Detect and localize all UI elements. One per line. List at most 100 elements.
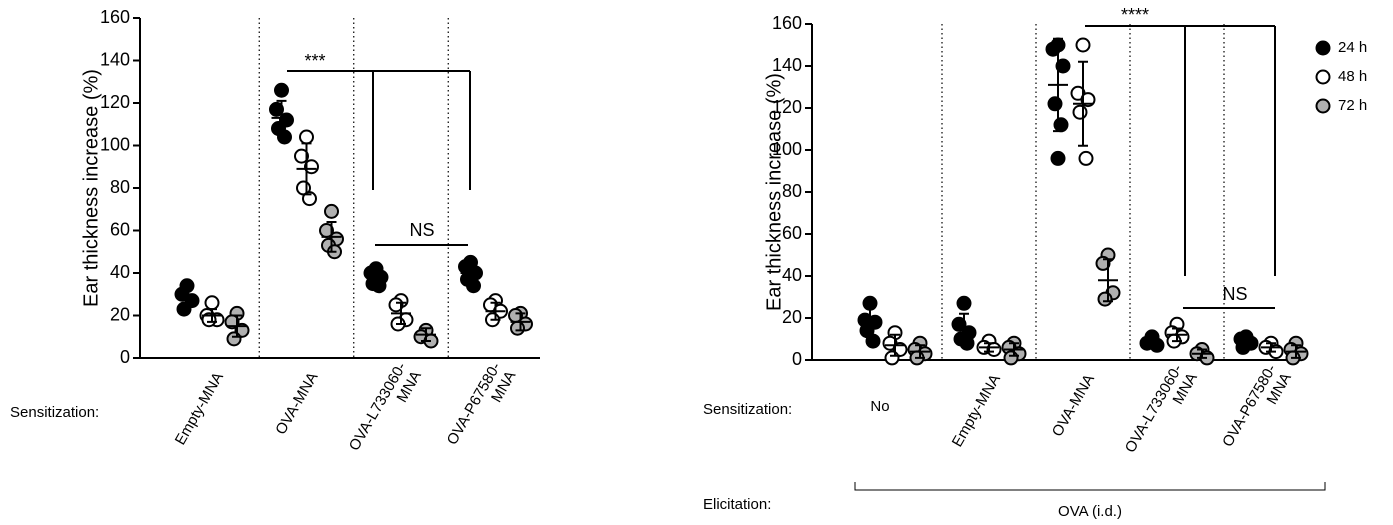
x-tick-label: OVA-L733060-MNA [346,359,425,462]
y-tick-label: 20 [110,304,130,324]
y-tick-label: 60 [110,219,130,239]
data-point [388,297,404,313]
data-point [294,148,309,164]
legend-label: 72 h [1338,97,1367,114]
y-tick-label: 80 [782,181,802,201]
error-bar [1266,342,1276,353]
error-bar [890,333,900,357]
data-point [956,295,972,311]
error-bar [232,314,242,338]
data-point [1078,150,1094,166]
error-bar [1197,348,1207,359]
error-bar [421,327,431,342]
legend-marker [1315,40,1331,56]
x-tick-label: OVA-L733060-MNA [1122,361,1201,464]
data-point [274,82,289,98]
data-point [884,350,900,366]
legend-marker [1315,69,1331,85]
legend-label: 48 h [1338,68,1367,85]
error-bar [1241,338,1251,349]
error-bar [207,308,217,323]
y-tick-label: 160 [100,7,130,27]
brackets [287,25,1326,491]
annotation: NS [1222,284,1247,304]
data-point [1075,37,1091,53]
data-point [1053,117,1069,133]
data-point [1003,350,1019,366]
error-bar [1103,258,1113,303]
data-point [277,129,292,145]
significance-bracket [1085,25,1276,276]
y-tick-label: 120 [772,97,802,117]
annotation: NS [409,220,434,240]
x-tick-label: Empty-MNA [172,369,227,448]
data-point [1050,150,1066,166]
error-bar [984,342,994,353]
legend-marker [1315,98,1331,114]
y-tick-label: 100 [772,139,802,159]
y-axis-label: Ear thickness increase (%) [763,73,785,311]
error-bar [1291,344,1301,359]
error-bar [1009,342,1019,357]
x-tick-label: OVA-P67580-MNA [444,359,520,456]
error-bar [915,344,925,359]
error-bar [1147,338,1157,349]
y-tick-label: 60 [782,223,802,243]
data-point [1045,41,1061,57]
annotation: *** [304,51,325,71]
data-point [304,159,319,175]
y-tick-label: 140 [100,49,130,69]
data-point [226,331,242,347]
error-bar [490,301,501,321]
y-tick-label: 0 [792,349,802,369]
y-tick-label: 0 [120,347,130,367]
error-bar [1172,327,1182,343]
data-point [204,295,220,311]
row-label: Sensitization: [10,404,99,421]
y-tick-label: 140 [772,55,802,75]
error-bar [371,269,381,285]
y-axis-label: Ear thickness increase (%) [80,69,102,307]
data-point [1055,58,1071,74]
y-tick-label: 40 [110,262,130,282]
data-point [269,101,284,117]
x-tick-label: No [870,398,889,415]
data-point [324,203,339,219]
error-bar [515,312,526,332]
annotation: **** [1121,5,1149,25]
x-tick-label: Empty-MNA [949,371,1004,450]
y-tick-label: 100 [100,134,130,154]
row-label: Sensitization: [703,401,792,418]
error-bar [865,306,875,338]
data-point [299,129,314,145]
error-bar [396,301,406,325]
elicitation-brace [854,482,1326,491]
x-tick-label: OVA-MNA [1049,371,1098,439]
significance-bracket [287,70,471,190]
data-point [1072,104,1088,120]
y-tick-label: 20 [782,307,802,327]
error-bar [959,312,969,345]
error-bar [1078,60,1088,147]
error-bar [465,263,476,283]
row-label: Elicitation: [703,496,771,513]
error-bar [276,99,287,136]
y-tick-label: 80 [110,177,130,197]
error-bar [301,142,312,196]
data-point [510,320,525,336]
y-tick-label: 40 [782,265,802,285]
error-bar [326,221,337,253]
error-bar [182,289,192,308]
x-tick-label: OVA-MNA [272,369,321,437]
legend-label: 24 h [1338,39,1367,56]
group-label: OVA (i.d.) [1058,503,1122,520]
data-point [1047,96,1063,112]
x-tick-label: OVA-P67580-MNA [1219,361,1295,458]
y-tick-label: 160 [772,13,802,33]
error-bar [1053,37,1063,133]
y-tick-label: 120 [100,92,130,112]
data-point [176,301,192,317]
data-point [1097,291,1113,307]
data-point [371,278,387,294]
